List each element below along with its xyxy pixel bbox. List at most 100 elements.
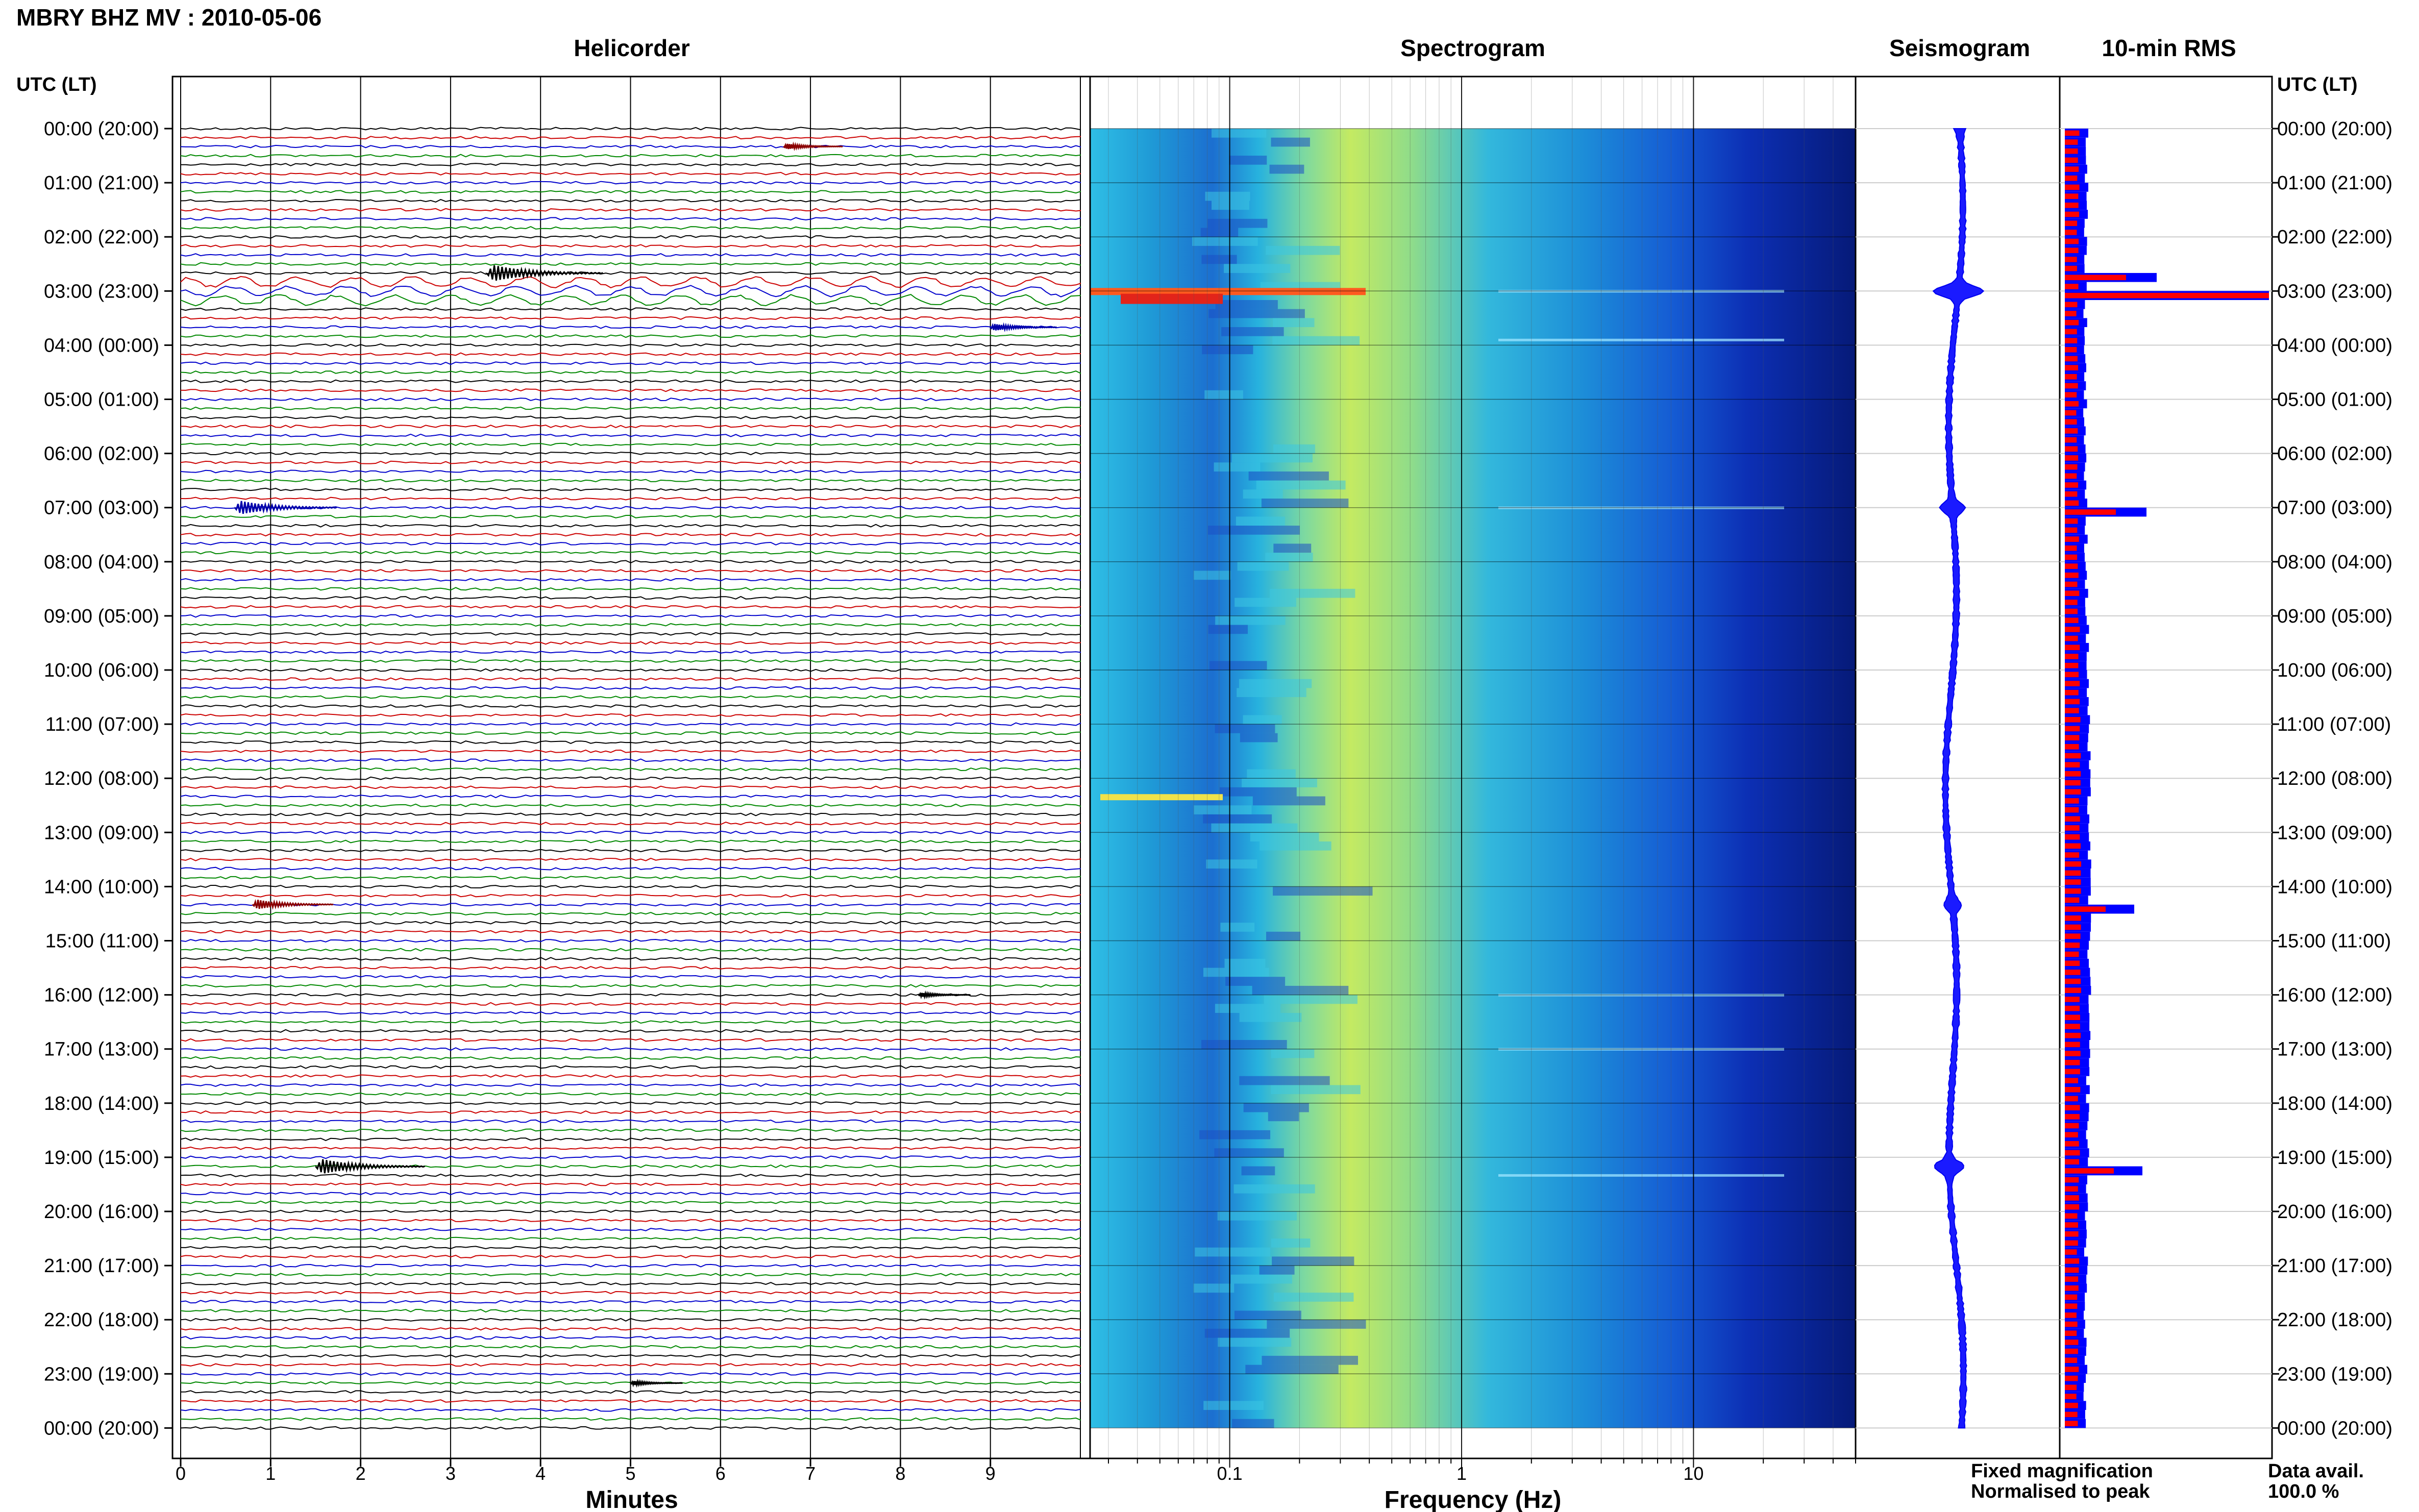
- spectrogram-band: [1262, 1355, 1359, 1365]
- helicorder-trace: [180, 235, 1081, 239]
- spectrogram-band: [1203, 1401, 1264, 1410]
- helicorder-trace: [180, 217, 1081, 221]
- helicorder-trace: [180, 1047, 1081, 1051]
- helicorder-trace: [180, 541, 1081, 546]
- helicorder-trace: [180, 1363, 1081, 1367]
- helicorder-trace: [180, 1281, 1081, 1285]
- rms-bar-normalised: [2065, 970, 2081, 975]
- spectrogram-band: [1265, 553, 1313, 562]
- time-label-left: 12:00 (08:00): [44, 768, 159, 789]
- rms-bar-normalised: [2065, 1312, 2077, 1318]
- rms-bar-normalised: [2065, 744, 2079, 750]
- helicorder-trace: [181, 163, 1081, 167]
- helicorder-x-tick-label: 8: [895, 1463, 905, 1484]
- rms-bar-normalised: [2065, 662, 2079, 668]
- helicorder-trace: [180, 830, 1081, 834]
- spectrogram-event: [1121, 293, 1223, 304]
- helicorder-trace: [180, 659, 1081, 663]
- rms-bar-normalised: [2065, 319, 2079, 326]
- rms-bar-normalised: [2065, 473, 2077, 479]
- spectrogram-band: [1225, 977, 1286, 986]
- time-labels-right: 00:00 (20:00) 01:00 (21:00) 02:00 (22:00) 0…: [2272, 118, 2392, 1439]
- rms-bar-normalised: [2065, 500, 2079, 506]
- helicorder-trace: [180, 1408, 1081, 1412]
- spectrogram-band: [1256, 480, 1346, 490]
- spectrogram-band: [1215, 1004, 1281, 1013]
- rms-bar-normalised: [2065, 1159, 2080, 1165]
- rms-bar-normalised: [2065, 672, 2079, 678]
- time-label-left: 11:00 (07:00): [45, 714, 159, 735]
- time-label-left: 04:00 (00:00): [44, 335, 159, 356]
- rms-bar-normalised: [2065, 780, 2081, 786]
- helicorder-trace: [180, 154, 1081, 158]
- spectrogram-band: [1236, 516, 1285, 526]
- helicorder-trace: [180, 316, 1081, 320]
- time-label-right: 05:00 (01:00): [2277, 389, 2392, 411]
- helicorder-trace: [180, 181, 1081, 185]
- rms-bar-normalised: [2065, 1132, 2078, 1137]
- spectrogram-band: [1210, 661, 1267, 670]
- helicorder-trace: [180, 1056, 1081, 1060]
- helicorder-trace: [180, 1192, 1081, 1196]
- helicorder-trace: [180, 136, 1081, 140]
- time-axis-label-right: UTC (LT): [2277, 74, 2358, 95]
- spectrogram-band: [1194, 805, 1252, 814]
- spectrogram-band: [1243, 715, 1282, 725]
- helicorder-trace: [180, 307, 1081, 311]
- rms-bar-normalised: [2065, 1032, 2081, 1038]
- spectrogram-band: [1250, 832, 1319, 841]
- rms-bar-normalised: [2065, 600, 2078, 605]
- helicorder-trace: [180, 1219, 1081, 1223]
- rms-bar-normalised: [2065, 1285, 2079, 1291]
- helicorder-trace: [180, 722, 1081, 726]
- seismogram-grid: [1856, 128, 2060, 1429]
- helicorder-x-tick-label: 1: [265, 1463, 276, 1484]
- rms-bar-normalised: [2065, 1059, 2080, 1065]
- rms-bar-normalised: [2065, 311, 2077, 316]
- time-label-left: 08:00 (04:00): [44, 552, 159, 573]
- helicorder-trace: [180, 822, 1081, 826]
- helicorder-frame: [171, 76, 1091, 1459]
- helicorder-trace: [180, 785, 1081, 789]
- rms-bar-normalised: [2065, 1340, 2079, 1345]
- rms-bar-normalised: [2065, 220, 2078, 226]
- rms-bar-normalised: [2065, 338, 2078, 343]
- helicorder-trace: [180, 704, 1081, 708]
- spectrogram-line: [1498, 994, 1784, 997]
- helicorder-trace: [180, 460, 1081, 464]
- helicorder-trace: [180, 271, 1081, 275]
- rms-bar-normalised: [2065, 1024, 2080, 1029]
- spectrogram-band: [1235, 598, 1296, 607]
- helicorder-trace: [180, 415, 1081, 419]
- rms-bar-normalised: [2065, 879, 2081, 885]
- helicorder-trace: [180, 144, 1081, 148]
- rms-bar-normalised: [2065, 527, 2078, 533]
- rms-bar-normalised: [2065, 590, 2080, 596]
- spectrogram-band: [1237, 561, 1289, 571]
- spectrogram-band: [1205, 191, 1250, 201]
- helicorder-trace: [180, 695, 1081, 699]
- spectrogram-band: [1217, 1211, 1297, 1221]
- time-label-left: 07:00 (03:00): [44, 498, 159, 519]
- spectrogram-band: [1273, 886, 1373, 896]
- helicorder-trace: [180, 497, 1081, 501]
- rms-bar-normalised: [2065, 681, 2080, 686]
- time-label-right: 10:00 (06:00): [2277, 660, 2392, 681]
- helicorder-trace: [180, 677, 1081, 681]
- rms-bar-normalised: [2065, 1186, 2078, 1192]
- time-label-right: 23:00 (19:00): [2277, 1364, 2392, 1385]
- spectrogram-band: [1272, 336, 1360, 345]
- helicorder-event: [630, 1378, 683, 1388]
- spectrogram-band: [1239, 1076, 1330, 1085]
- helicorder-trace: [180, 1029, 1081, 1033]
- helicorder-trace: [180, 352, 1081, 356]
- spectrogram-band: [1211, 823, 1298, 833]
- spectrogram-band: [1199, 1130, 1271, 1139]
- time-label-left: 05:00 (01:00): [44, 389, 159, 411]
- spectrogram-band: [1203, 814, 1272, 824]
- rms-bar-normalised: [2065, 1294, 2078, 1300]
- helicorder-trace: [180, 1155, 1081, 1159]
- spectrogram-band: [1201, 1040, 1287, 1049]
- helicorder-trace: [180, 1209, 1081, 1213]
- spectrogram-band: [1215, 724, 1275, 733]
